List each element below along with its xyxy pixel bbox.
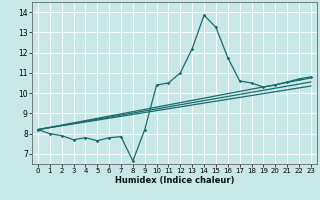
- X-axis label: Humidex (Indice chaleur): Humidex (Indice chaleur): [115, 176, 234, 185]
